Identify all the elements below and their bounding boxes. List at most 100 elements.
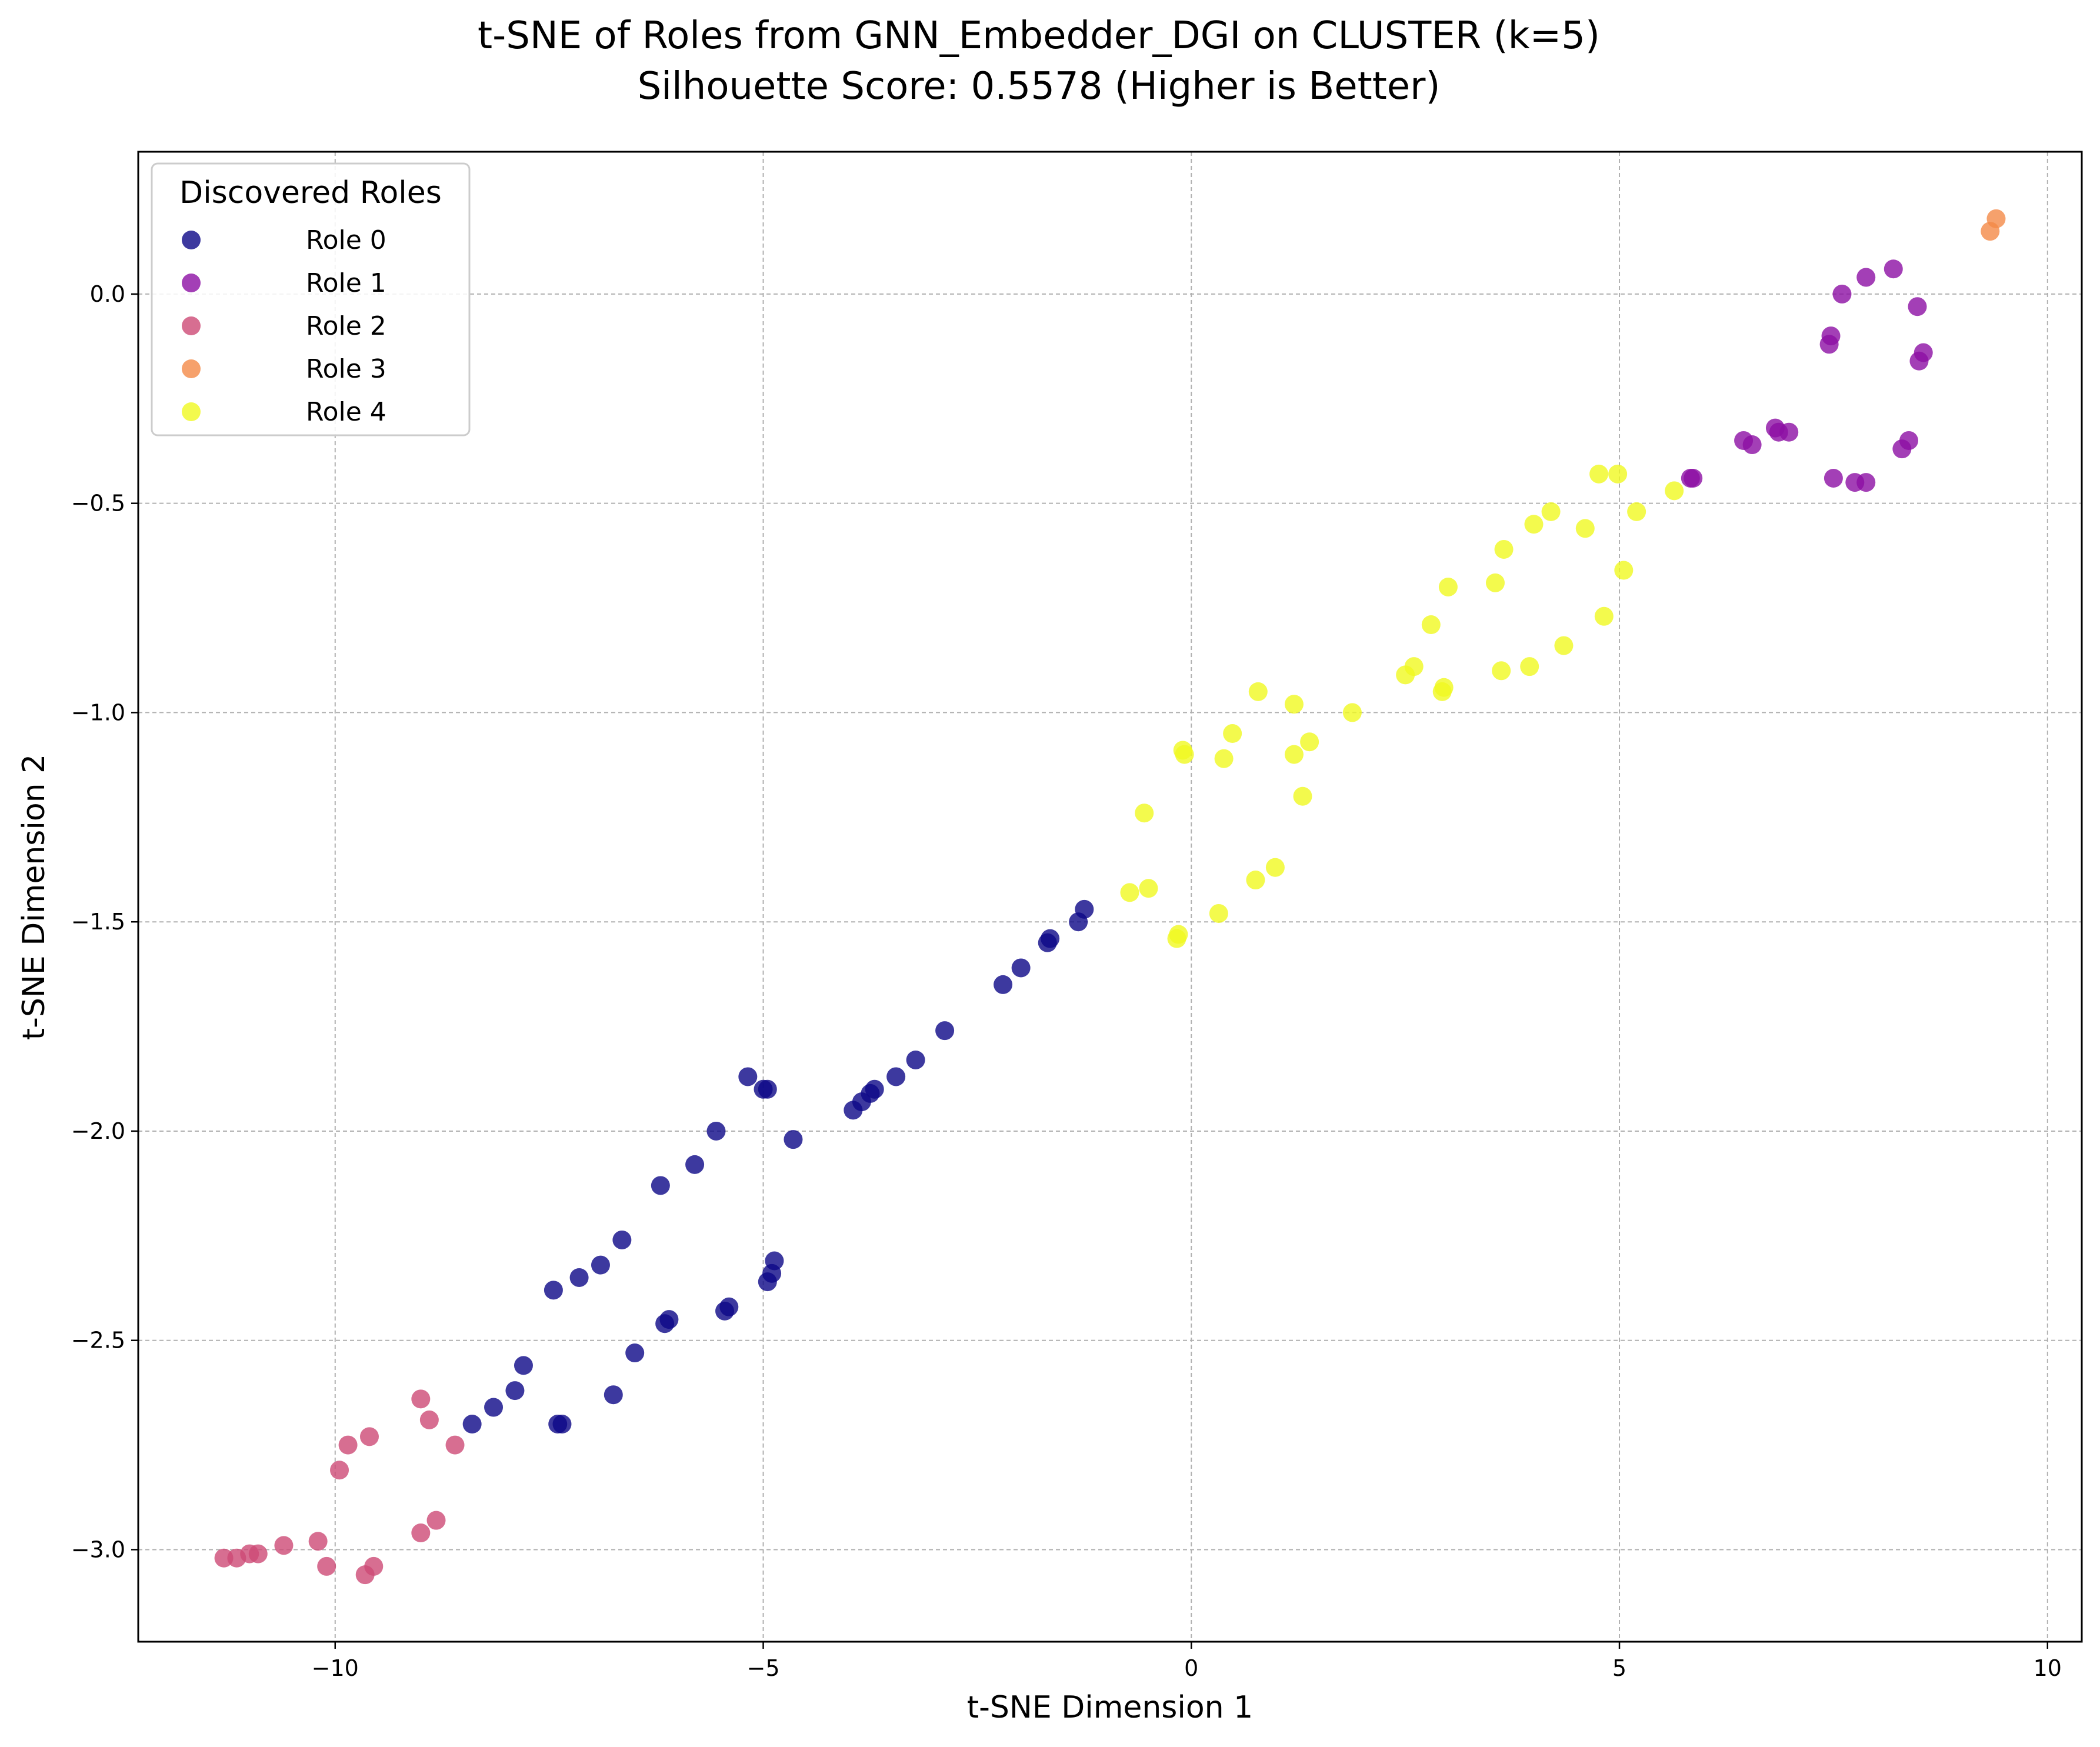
legend-title: Discovered Roles <box>179 175 442 211</box>
data-point-role-4 <box>1438 577 1458 596</box>
data-point-role-4 <box>1492 661 1511 681</box>
data-point-role-1 <box>1856 473 1876 492</box>
data-point-role-4 <box>1223 724 1242 744</box>
data-point-role-4 <box>1614 561 1634 580</box>
legend-label-role-2: Role 2 <box>306 311 386 341</box>
data-point-role-2 <box>411 1523 431 1543</box>
data-point-role-1 <box>1856 268 1876 287</box>
data-point-role-2 <box>419 1410 439 1429</box>
data-point-role-1 <box>1884 259 1903 279</box>
data-point-role-4 <box>1248 682 1268 701</box>
data-point-role-2 <box>274 1536 294 1555</box>
data-point-role-4 <box>1342 703 1362 722</box>
data-point-role-0 <box>784 1130 803 1149</box>
y-tick-label: −2.5 <box>71 1328 125 1353</box>
y-tick-label: −0.5 <box>71 491 125 516</box>
data-point-role-0 <box>651 1176 670 1195</box>
data-point-role-4 <box>1627 502 1646 521</box>
legend-marker-role-3 <box>182 359 201 378</box>
data-point-role-0 <box>625 1343 645 1363</box>
data-point-role-0 <box>758 1272 777 1292</box>
data-point-role-3 <box>1986 209 2006 228</box>
legend-box <box>151 162 471 436</box>
x-tick-label: −5 <box>747 1655 780 1681</box>
y-tick-label: 0.0 <box>90 281 125 307</box>
data-point-role-0 <box>994 975 1013 994</box>
data-point-role-2 <box>445 1435 465 1455</box>
data-point-role-1 <box>1779 422 1799 442</box>
legend-items: Role 0 Role 1 Role 2 Role 3 Role 4 <box>182 225 386 427</box>
data-point-role-4 <box>1284 745 1304 764</box>
y-axis-ticks: 0.0 −0.5 −1.0 −1.5 −2.0 −2.5 −3.0 <box>71 281 138 1562</box>
data-point-role-0 <box>1011 958 1031 978</box>
chart-title: t-SNE of Roles from GNN_Embedder_DGI on … <box>478 14 1600 58</box>
legend-label-role-0: Role 0 <box>306 225 386 255</box>
data-point-role-0 <box>685 1155 705 1174</box>
data-point-role-2 <box>355 1565 375 1585</box>
x-axis-ticks: −10 −5 0 5 10 <box>312 1642 2062 1681</box>
data-point-role-4 <box>1589 464 1609 484</box>
data-point-role-2 <box>330 1461 349 1480</box>
data-point-role-1 <box>1821 326 1841 346</box>
data-point-role-2 <box>338 1435 358 1455</box>
data-point-role-1 <box>1684 468 1703 488</box>
data-point-role-4 <box>1594 606 1614 626</box>
data-point-role-0 <box>591 1255 610 1275</box>
data-point-role-1 <box>1832 284 1852 304</box>
data-point-role-2 <box>411 1389 431 1409</box>
legend-marker-role-1 <box>182 274 201 292</box>
data-point-role-0 <box>484 1398 504 1417</box>
data-point-role-2 <box>317 1556 336 1576</box>
data-point-role-4 <box>1167 929 1186 948</box>
data-point-role-4 <box>1524 515 1544 534</box>
data-point-role-4 <box>1665 481 1684 501</box>
plot-area-frame <box>137 151 2083 1643</box>
data-point-role-4 <box>1520 657 1539 676</box>
y-axis-label: t-SNE Dimension 2 <box>16 754 52 1040</box>
x-tick-label: 10 <box>2034 1655 2062 1681</box>
data-point-role-2 <box>308 1532 328 1551</box>
data-point-role-1 <box>1908 297 1927 316</box>
legend-label-role-1: Role 1 <box>306 268 386 298</box>
data-point-role-1 <box>1914 343 1933 362</box>
data-point-role-4 <box>1421 615 1441 635</box>
data-point-role-0 <box>514 1356 533 1375</box>
data-point-role-4 <box>1300 732 1319 752</box>
data-point-role-4 <box>1608 464 1628 484</box>
y-tick-label: −3.0 <box>71 1536 125 1562</box>
data-point-role-0 <box>548 1415 568 1434</box>
data-point-role-0 <box>906 1050 925 1069</box>
data-point-role-0 <box>715 1301 735 1321</box>
data-point-role-0 <box>544 1281 563 1300</box>
legend-label-role-3: Role 3 <box>306 354 386 384</box>
data-point-role-4 <box>1494 539 1514 559</box>
data-point-role-2 <box>214 1548 234 1568</box>
data-point-role-4 <box>1284 695 1304 714</box>
data-point-role-4 <box>1214 749 1234 768</box>
legend: Discovered Roles Role 0 Role 1 Role 2 Role … <box>151 162 471 436</box>
data-point-role-4 <box>1135 804 1154 823</box>
data-point-role-1 <box>1899 431 1918 450</box>
data-point-role-0 <box>612 1230 632 1249</box>
x-tick-label: 5 <box>1612 1655 1626 1681</box>
data-point-role-0 <box>706 1121 726 1141</box>
x-tick-label: 0 <box>1184 1655 1198 1681</box>
legend-marker-role-2 <box>182 316 201 335</box>
data-point-role-0 <box>1038 933 1057 952</box>
data-point-role-0 <box>844 1101 863 1120</box>
legend-marker-role-4 <box>182 402 201 421</box>
data-point-role-4 <box>1396 665 1415 685</box>
data-point-role-0 <box>604 1385 623 1405</box>
data-point-role-4 <box>1209 903 1228 923</box>
data-point-role-4 <box>1541 502 1561 521</box>
y-tick-label: −2.0 <box>71 1118 125 1144</box>
data-point-role-2 <box>359 1427 379 1446</box>
data-point-role-0 <box>935 1021 955 1041</box>
data-point-role-4 <box>1139 879 1158 898</box>
chart-subtitle: Silhouette Score: 0.5578 (Higher is Bett… <box>638 65 1441 108</box>
data-point-role-4 <box>1293 786 1312 806</box>
data-point-role-0 <box>1069 912 1088 932</box>
data-points <box>214 209 2006 1585</box>
x-axis-label: t-SNE Dimension 1 <box>967 1690 1253 1725</box>
